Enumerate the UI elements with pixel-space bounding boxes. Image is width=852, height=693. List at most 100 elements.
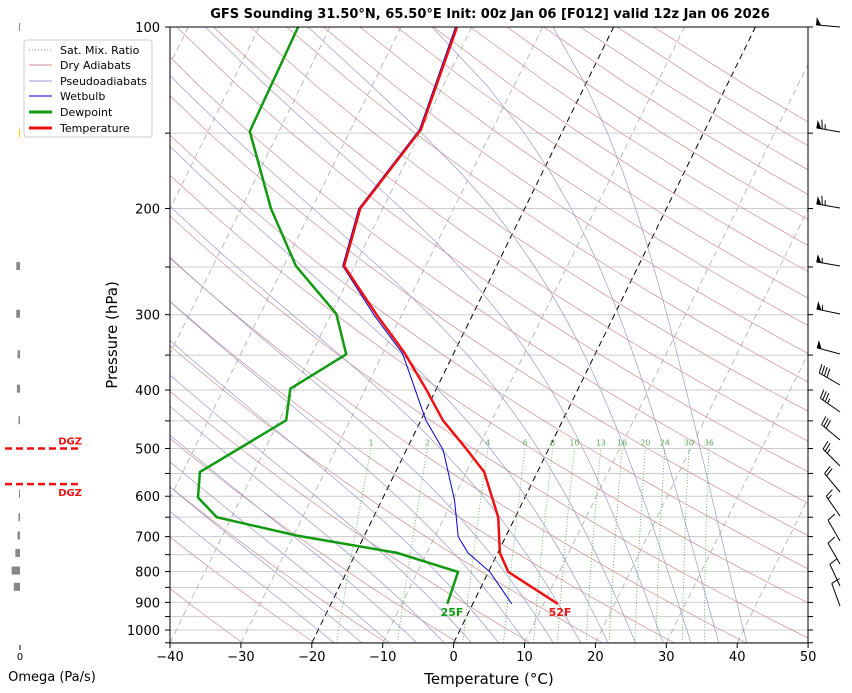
barb-full [829,558,838,565]
barb-staff [831,583,841,607]
omega-bar [17,350,20,359]
mixing-ratio-label: 6 [523,438,528,447]
barb-full [825,420,831,429]
mixing-ratio-label: 2 [425,438,430,447]
dry-adiabat [170,300,675,643]
barb-full [821,365,826,375]
barb-full [819,389,825,399]
dry-adiabat [359,27,808,326]
pseudoadiabat [170,510,335,643]
pseudoadiabat [170,405,445,643]
y-tick-label: 600 [135,490,160,505]
isotherm-line [382,27,685,643]
omega-axis-label: Omega (Pa/s) [8,670,96,685]
dry-adiabat [170,437,459,643]
pseudoadiabat [431,27,720,643]
omega-bar [18,513,20,522]
barb-full [827,513,836,521]
barb-flag [816,119,822,129]
dry-adiabat [543,27,808,195]
omega-bar [11,566,20,575]
barb-staff [816,203,841,209]
pseudoadiabat [170,145,609,643]
x-tick-label: 50 [800,650,817,665]
x-tick-label: 10 [516,650,533,665]
wind-barb [816,195,841,209]
barb-flag [816,301,822,311]
wind-barb [816,16,841,28]
mixing-ratio-label: 30 [684,438,694,447]
wind-barb [827,513,841,542]
x-axis-label: Temperature (°C) [423,670,553,688]
axes: −40 −30 −20 −10 0 10 20 30 40 50 100 200 300 400 500 60… [127,21,816,665]
barb-half [827,398,831,404]
barb-staff [827,519,841,542]
dry-adiabat [170,95,808,536]
dry-adiabat [176,27,808,473]
x-tick-label: 30 [658,650,675,665]
x-tick-label: −40 [156,650,183,665]
mixing-ratio-line [556,448,575,643]
wind-barb [818,364,841,386]
barb-full [824,392,830,402]
mixing-ratio-label: 20 [640,438,650,447]
isotherm-line [524,63,808,643]
barb-full [821,416,827,425]
barb-half [826,448,831,454]
dry-adiabat [323,27,808,354]
y-tick-label: 900 [135,596,160,611]
legend-wetbulb: Wetbulb [60,90,105,103]
dry-adiabat [170,215,808,639]
mixing-ratio-line [634,448,646,643]
wind-barb [822,440,841,467]
y-tick-label: 700 [135,531,160,546]
dry-adiabat [506,27,808,221]
barb-full [826,468,833,477]
y-tick-label: 400 [135,384,160,399]
isotherm-line [807,642,808,643]
pseudoadiabat [307,27,692,643]
barb-full [827,536,836,544]
isotherm-line [666,352,808,643]
dry-adiabat [170,257,747,643]
omega-bar [16,261,20,270]
mixing-ratio-label: 13 [596,438,606,447]
barb-flag [816,16,822,26]
background-lines: 1 2 4 6 8 10 13 16 20 24 30 36 [170,27,808,643]
omega-bar [16,384,20,393]
mixing-ratio-line [608,448,623,643]
barb-staff [818,372,841,386]
dry-adiabat [286,27,808,383]
x-tick-label: −10 [369,650,396,665]
omega-panel: 0−1−2DGZDGZ [5,23,82,663]
pseudoadiabat [170,461,390,643]
mixing-ratio-line [682,448,690,643]
omega-bar [19,23,20,31]
barb-full [824,443,831,452]
barb-flag [816,195,822,205]
barb-staff [824,473,841,493]
mixing-ratio-line [462,448,489,643]
wind-barb [829,558,841,587]
x-tick-label: −20 [298,650,325,665]
barb-full [822,391,827,401]
dry-adiabat [396,27,808,299]
mixing-ratio-label: 10 [569,438,579,447]
dry-adiabat [170,56,808,504]
barb-staff [816,24,841,28]
wind-barb [831,578,841,607]
isotherm-line [170,27,402,500]
dry-adiabat [170,486,387,643]
y-tick-label: 800 [135,566,160,581]
pseudoadiabat [170,339,499,643]
y-tick-label: 1000 [127,624,160,639]
barb-full [824,465,831,474]
wind-barb [827,536,841,565]
x-tick-label: 20 [587,650,604,665]
omega-bar [16,309,20,318]
wind-barb [819,389,841,413]
dry-adiabat [170,390,531,643]
isotherm-line [170,27,260,210]
dewpoint-line [196,27,460,605]
pseudoadiabat [170,486,362,643]
